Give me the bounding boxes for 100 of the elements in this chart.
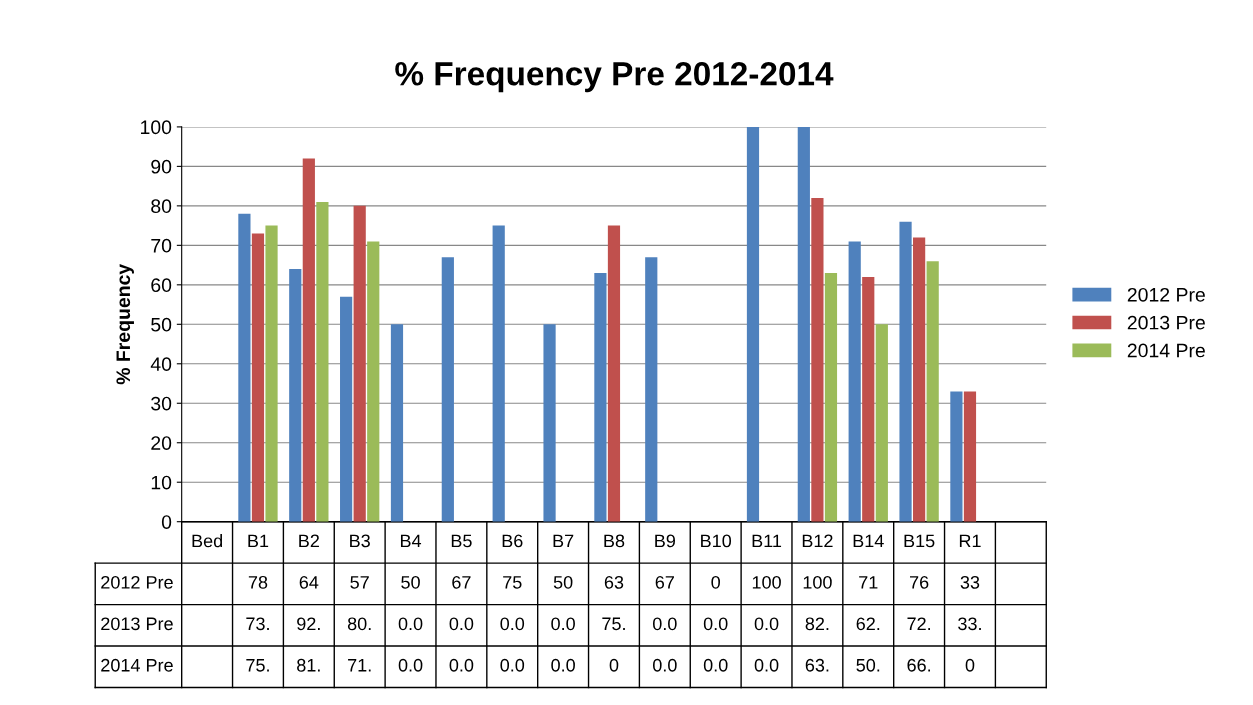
bar — [302, 158, 315, 522]
data-label: 0.0 — [652, 617, 677, 631]
data-label: 0.0 — [500, 658, 525, 672]
bar — [543, 324, 556, 522]
data-label: 0.0 — [754, 658, 779, 672]
x-tick-label: B9 — [655, 534, 676, 548]
data-label: 50 — [553, 575, 573, 589]
data-label: 0.0 — [652, 658, 677, 672]
bar — [746, 126, 760, 522]
data-label: 63. — [805, 658, 829, 672]
y-tick-label: 40 — [150, 357, 172, 372]
bar — [797, 126, 810, 522]
data-label: 0.0 — [398, 658, 423, 672]
bar — [875, 324, 888, 522]
data-label: 50. — [856, 658, 880, 672]
data-label: 76 — [910, 575, 929, 589]
y-tick-label: 10 — [151, 475, 172, 490]
data-label: 0 — [711, 575, 720, 589]
y-axis-title: % Frequency — [116, 263, 134, 385]
y-tick-label: 0 — [161, 515, 172, 529]
data-label: 0.0 — [703, 617, 728, 631]
y-tick-label: 30 — [151, 396, 172, 411]
data-label: 0 — [965, 658, 975, 672]
bar — [251, 233, 265, 522]
data-label: 0 — [609, 658, 619, 672]
x-tick-label: B8 — [604, 534, 625, 548]
data-label: 82. — [805, 617, 829, 631]
bar — [316, 201, 329, 522]
bar — [848, 241, 861, 522]
data-label: 71. — [348, 659, 371, 672]
bar — [238, 213, 251, 522]
y-tick-label: 70 — [151, 238, 172, 253]
data-label: 0.0 — [449, 617, 474, 631]
x-tick-label: R1 — [959, 534, 981, 548]
x-tick-label: B5 — [451, 534, 472, 548]
x-tick-label: B6 — [502, 534, 523, 548]
data-label: 92. — [297, 617, 320, 631]
data-label: 72. — [907, 617, 931, 630]
data-label: 81. — [297, 658, 320, 672]
data-label: 67 — [655, 575, 674, 589]
data-label: 57 — [350, 576, 369, 589]
data-label: 78 — [248, 575, 268, 589]
data-label: 0.0 — [500, 617, 525, 631]
x-tick-label: B4 — [400, 534, 422, 548]
bar — [645, 257, 658, 522]
data-label: 33. — [958, 617, 981, 631]
bar — [913, 237, 926, 522]
data-label: 100 — [752, 575, 781, 589]
text: 2013 Pre — [101, 617, 173, 631]
chart-title: % Frequency Pre 2012-2014 — [395, 61, 834, 93]
legend-label: 2014 Pre — [1127, 343, 1205, 358]
y-tick-label: 60 — [151, 278, 172, 293]
data-label: 63 — [604, 575, 624, 589]
bar — [390, 324, 404, 522]
data-label: 75. — [602, 617, 625, 631]
y-tick-label: 20 — [151, 436, 172, 450]
text: 2012 Pre — [101, 575, 173, 589]
text: 2014 Pre — [101, 658, 173, 672]
bar — [367, 241, 380, 522]
x-tick-label: B3 — [350, 534, 370, 548]
data-label: 0.0 — [449, 658, 474, 672]
data-label: 50 — [401, 575, 420, 589]
data-label: 0.0 — [703, 658, 728, 672]
data-label: 0.0 — [551, 617, 575, 631]
bar — [862, 276, 875, 522]
data-label: 0.0 — [551, 658, 575, 672]
x-tick-label: B11 — [752, 534, 782, 548]
data-label: 62. — [856, 617, 880, 631]
data-label: 64 — [299, 575, 319, 589]
bar — [899, 221, 912, 522]
bar — [441, 257, 454, 522]
data-label: 80. — [347, 617, 371, 631]
bar — [340, 296, 353, 522]
bar — [811, 197, 824, 522]
bar — [950, 391, 963, 522]
data-label: 75 — [503, 576, 522, 589]
legend-label: 2012 Pre — [1127, 287, 1205, 302]
bar — [594, 272, 607, 522]
x-tick-label: B2 — [299, 534, 319, 548]
x-tick-label: B10 — [701, 534, 732, 548]
bar — [289, 269, 302, 522]
bar — [353, 205, 366, 522]
bar — [926, 261, 939, 522]
data-label: 0.0 — [398, 617, 423, 631]
bar — [607, 225, 621, 522]
x-tick-label: B1 — [248, 534, 269, 548]
y-tick-label: 90 — [151, 159, 172, 174]
bar — [963, 391, 977, 522]
bar — [265, 225, 278, 522]
legend-label: 2013 Pre — [1127, 315, 1205, 330]
data-label: 0.0 — [754, 617, 779, 631]
data-label: 100 — [803, 575, 832, 589]
y-tick-label: 100 — [141, 120, 172, 135]
data-label: 71 — [859, 576, 878, 589]
x-tick-label: B12 — [802, 534, 833, 548]
data-label: 66. — [907, 658, 931, 672]
x-tick-label: B15 — [904, 534, 935, 548]
bar — [824, 272, 838, 522]
x-tick-label: B14 — [853, 534, 884, 548]
data-label: 33 — [960, 575, 980, 589]
